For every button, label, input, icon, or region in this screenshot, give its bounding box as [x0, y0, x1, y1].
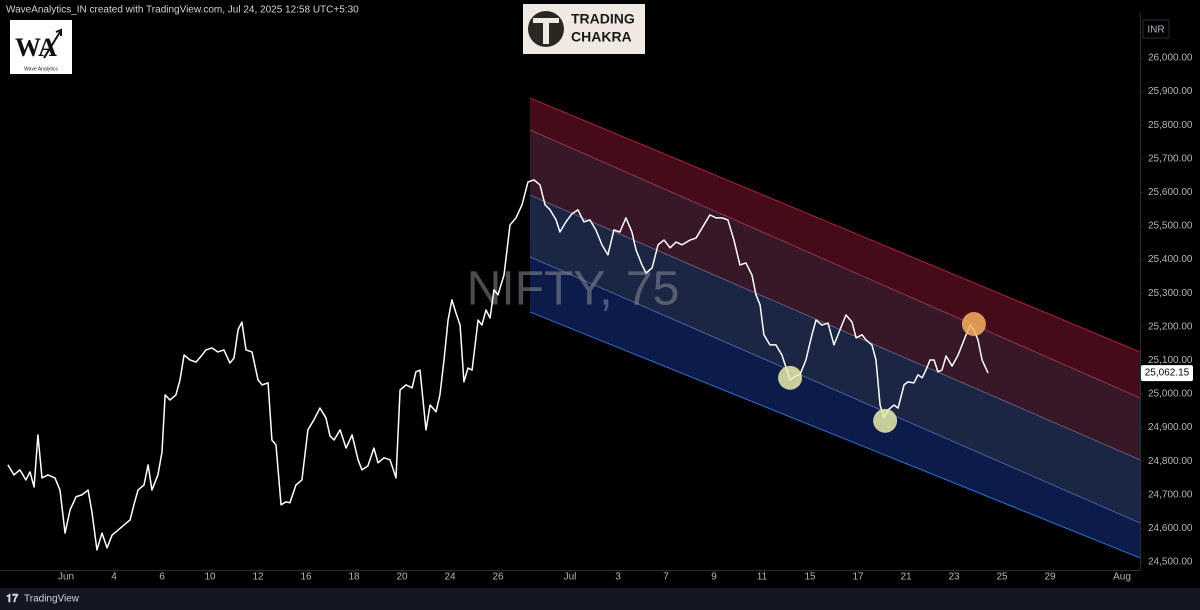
x-tick-label: 24	[444, 572, 456, 583]
channel-band	[529, 256, 1140, 558]
plot-area: NIFTY, 75	[7, 97, 1141, 559]
price-line	[7, 179, 989, 551]
y-tick-label: 24,800.00	[1148, 456, 1193, 467]
y-tick-label: 25,500.00	[1148, 221, 1193, 232]
x-tick-label: 6	[159, 572, 165, 583]
x-tick-label: 18	[348, 572, 360, 583]
y-tick-label: 24,900.00	[1148, 422, 1193, 433]
y-tick-label: 26,000.00	[1148, 53, 1193, 64]
trading-chakra-logo: TRADING CHAKRA	[523, 4, 645, 54]
x-tick-label: 9	[711, 572, 717, 583]
channel-line	[529, 194, 1141, 461]
highlight-marker	[873, 408, 898, 433]
watermark: NIFTY, 75	[467, 263, 680, 316]
x-tick-label: 15	[804, 572, 816, 583]
currency-box[interactable]	[1142, 19, 1170, 39]
y-tick-label: 24,600.00	[1148, 523, 1193, 534]
price-label: 25,062.15	[1145, 368, 1190, 379]
footer-logo: 𝟏𝟕	[6, 593, 19, 605]
y-tick-label: 25,300.00	[1148, 288, 1193, 299]
x-tick-label: 12	[252, 572, 264, 583]
channel-line	[529, 256, 1141, 524]
logo-icon-stem	[543, 22, 549, 44]
highlight-marker	[961, 312, 986, 337]
x-tick-label: Aug	[1113, 572, 1131, 583]
x-tick-label: Jul	[564, 572, 577, 583]
channel-line	[529, 129, 1141, 399]
x-tick-label: 11	[757, 572, 768, 583]
y-tick-label: 25,800.00	[1148, 120, 1193, 131]
logo-line2: CHAKRA	[571, 29, 632, 45]
highlight-marker	[778, 365, 803, 390]
x-tick-label: 20	[396, 572, 408, 583]
logo-line1: TRADING	[571, 11, 635, 27]
header: WaveAnalytics_IN created with TradingVie…	[6, 5, 359, 16]
x-tick-label: 17	[852, 572, 864, 583]
x-tick-label: 29	[1044, 572, 1056, 583]
y-tick-label: 24,700.00	[1148, 489, 1193, 500]
channel-line	[529, 97, 1141, 353]
x-tick-label: 23	[948, 572, 960, 583]
logo-arrow	[43, 28, 62, 59]
y-tick-label: 25,400.00	[1148, 254, 1193, 265]
y-tick-label: 25,200.00	[1148, 321, 1193, 332]
y-tick-label: 25,700.00	[1148, 153, 1193, 164]
channel-band	[529, 129, 1140, 460]
x-tick-label: 21	[900, 572, 912, 583]
x-tick-label: 26	[492, 572, 504, 583]
x-tick-label: 10	[204, 572, 216, 583]
channel-band	[529, 195, 1140, 523]
logo-caption: Wave Analytics	[24, 66, 58, 72]
x-tick-label: 16	[300, 572, 312, 583]
footer-bar	[0, 588, 1200, 610]
logo-icon-bar	[533, 18, 559, 23]
y-tick-label: 25,600.00	[1148, 187, 1193, 198]
x-tick-label: Jun	[58, 572, 74, 583]
y-tick-label: 25,000.00	[1148, 389, 1193, 400]
y-tick-label: 25,100.00	[1148, 355, 1193, 366]
x-tick-label: 3	[615, 572, 621, 583]
x-tick-label: 7	[663, 572, 669, 583]
y-tick-label: 25,900.00	[1148, 86, 1193, 97]
wave-analytics-logo: WA Wave Analytics	[10, 20, 72, 74]
footer-text: TradingView	[24, 594, 80, 605]
channel-band	[529, 97, 1140, 398]
y-tick-label: 24,500.00	[1148, 557, 1193, 568]
price-label-box	[1141, 365, 1193, 382]
x-tick-label: 4	[111, 572, 117, 583]
x-tick-label: 25	[996, 572, 1008, 583]
channel-line	[529, 311, 1141, 559]
currency: INR	[1147, 25, 1164, 36]
